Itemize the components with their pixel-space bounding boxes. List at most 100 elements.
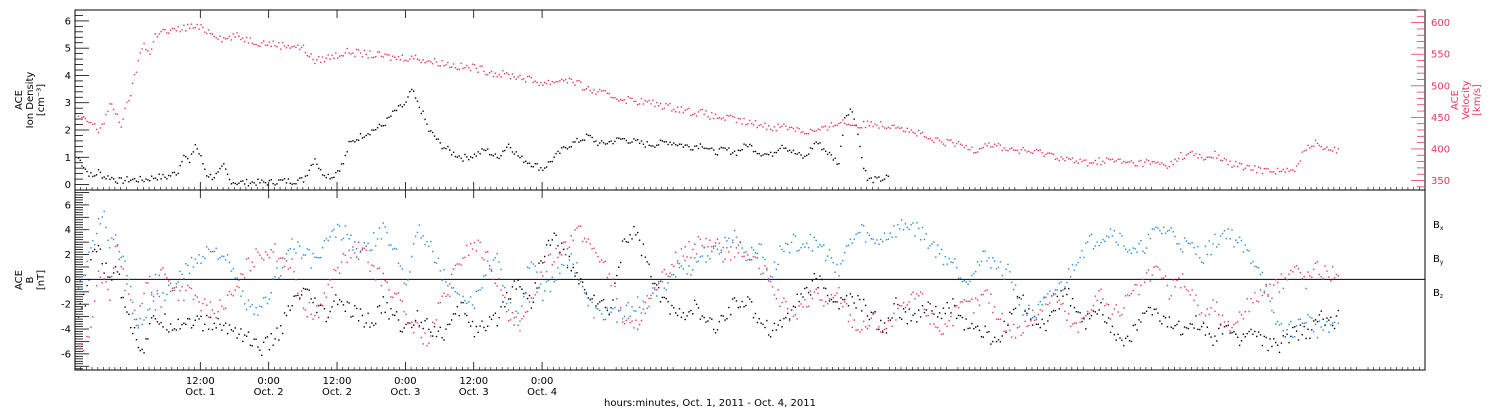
data-point [498, 157, 500, 160]
data-point [401, 268, 403, 270]
data-point [166, 277, 168, 279]
data-point [916, 321, 918, 323]
data-point [466, 64, 468, 67]
data-point [1216, 340, 1218, 342]
data-point [747, 145, 749, 148]
data-point [1028, 150, 1030, 152]
data-point [1269, 171, 1271, 173]
data-point [1293, 336, 1296, 338]
data-point [272, 40, 274, 42]
data-point [338, 170, 341, 172]
data-point [321, 174, 324, 176]
data-point [297, 179, 299, 181]
data-point [790, 126, 793, 128]
data-point [956, 317, 958, 320]
data-point [817, 292, 819, 295]
data-point [435, 335, 438, 338]
data-point [927, 138, 929, 140]
data-point [116, 113, 119, 116]
data-point [390, 59, 392, 61]
data-point [481, 320, 483, 322]
data-point [826, 153, 829, 156]
data-point [223, 324, 225, 327]
data-point [523, 161, 525, 164]
data-point [821, 299, 823, 301]
x-tick-date: Oct. 2 [322, 387, 352, 398]
data-point [621, 318, 624, 320]
data-point [1290, 335, 1292, 338]
data-point [177, 26, 179, 28]
data-point [995, 318, 998, 320]
data-point [202, 255, 204, 258]
data-point [485, 274, 487, 276]
data-point [561, 263, 563, 266]
data-point [916, 135, 918, 137]
data-point [1026, 314, 1028, 316]
data-point [1261, 344, 1264, 347]
data-point [1333, 327, 1336, 330]
data-point [192, 151, 195, 153]
data-point [287, 178, 290, 180]
data-point [1208, 333, 1210, 335]
data-point [899, 228, 901, 230]
data-point [454, 264, 457, 267]
data-point [401, 300, 403, 303]
data-point [456, 156, 459, 158]
data-point [1252, 301, 1254, 304]
data-point [798, 249, 800, 252]
data-point [350, 140, 352, 143]
data-point [90, 326, 92, 328]
data-point [384, 280, 386, 282]
data-point [534, 80, 536, 82]
data-point [956, 305, 958, 307]
data-point [130, 179, 132, 182]
data-point [473, 241, 476, 244]
data-point [147, 179, 149, 181]
data-point [1022, 146, 1024, 149]
data-point [633, 310, 635, 312]
data-point [219, 167, 221, 170]
data-point [1263, 290, 1266, 293]
data-point [815, 130, 817, 132]
data-point [675, 276, 677, 278]
data-point [623, 315, 626, 318]
data-point [1168, 165, 1171, 168]
data-point [889, 318, 891, 321]
data-point [511, 312, 514, 314]
y2-tick-label: 400 [1431, 144, 1450, 155]
data-point [1218, 327, 1220, 330]
data-point [112, 108, 115, 111]
data-point [506, 302, 508, 305]
data-point [1026, 312, 1028, 314]
data-point [266, 254, 269, 256]
data-point [373, 232, 375, 234]
data-point [737, 244, 740, 246]
data-point [925, 136, 928, 139]
data-point [711, 147, 713, 149]
data-point [722, 246, 724, 249]
data-point [274, 184, 276, 186]
data-point [395, 109, 398, 112]
data-point [240, 295, 242, 297]
data-point [918, 129, 920, 132]
data-point [593, 88, 595, 91]
data-point [1094, 159, 1097, 162]
data-point [521, 318, 523, 320]
data-point [312, 58, 314, 61]
data-point [629, 321, 631, 324]
data-point [420, 321, 422, 324]
data-point [735, 247, 738, 249]
data-point [1238, 311, 1241, 313]
data-point [540, 82, 542, 84]
data-point [342, 163, 345, 165]
data-point [135, 324, 138, 327]
data-point [430, 130, 432, 132]
data-point [128, 293, 130, 295]
data-point [1136, 165, 1138, 167]
data-point [390, 115, 392, 117]
data-point [543, 290, 546, 292]
data-point [1153, 160, 1155, 163]
data-point [1195, 315, 1197, 317]
